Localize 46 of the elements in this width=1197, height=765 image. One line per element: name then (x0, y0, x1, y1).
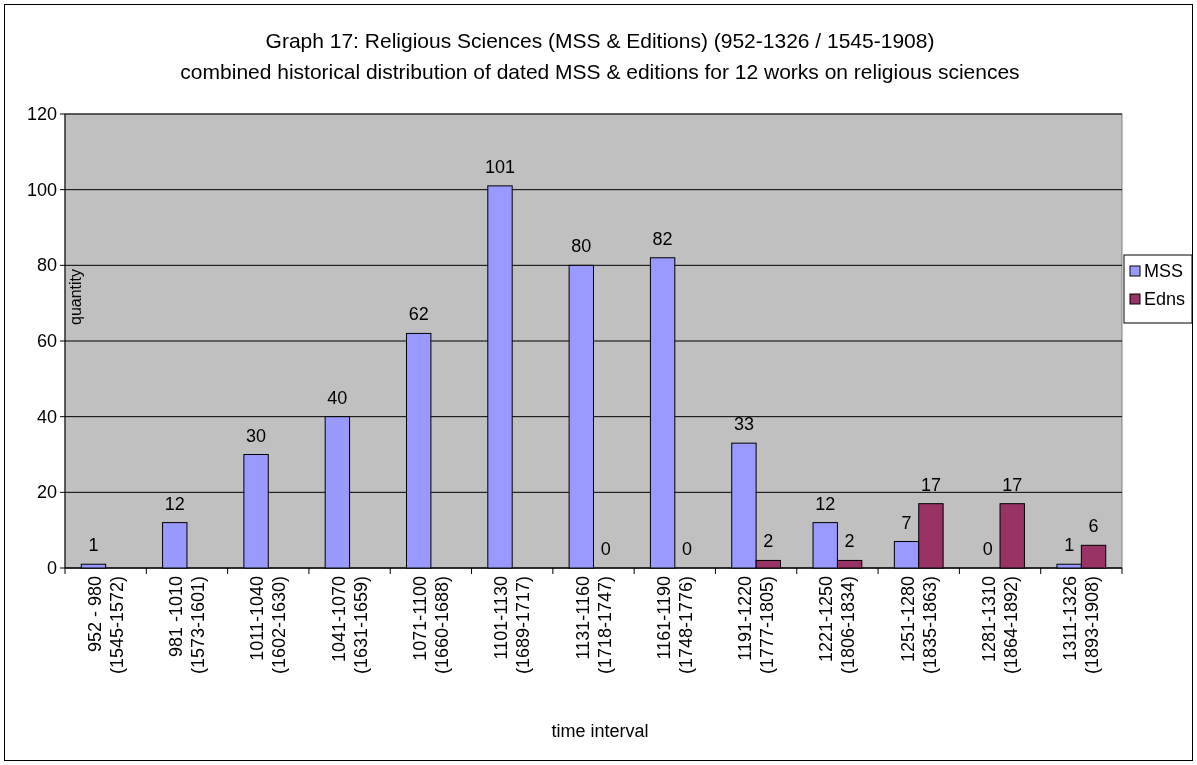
x-tick-label: 952 - 980 (1545-1572) (84, 576, 127, 675)
data-label: 7 (901, 512, 912, 533)
x-tick-label: 981 -1010 (1573-1601) (165, 576, 208, 675)
data-label: 0 (982, 539, 993, 559)
data-label: 2 (763, 531, 774, 552)
data-label: 17 (1002, 474, 1023, 495)
data-label: 80 (571, 236, 592, 257)
chart-subtitle: combined historical distribution of dated MSS & editions for 12 works on religious sciences (180, 60, 1020, 83)
chart-title: Graph 17: Religious Sciences (MSS & Editions) (952-1326 / 1545-1908) (265, 29, 935, 52)
y-tick-label: 40 (36, 406, 57, 427)
data-label: 12 (164, 493, 185, 514)
x-tick-label: 1131-1160 (1718-1747) (572, 576, 615, 675)
data-label: 62 (408, 304, 429, 325)
data-label: 2 (844, 531, 855, 552)
data-label: 0 (682, 539, 693, 559)
x-tick-label: 1161-1190 (1748-1776) (653, 576, 696, 675)
y-tick-label: 60 (36, 331, 57, 351)
data-label: 12 (815, 493, 836, 514)
data-label: 1 (88, 535, 99, 556)
data-label: 33 (733, 414, 754, 435)
x-tick-label: 1041-1070 (1631-1659) (328, 576, 371, 675)
legend-label: MSS (1144, 261, 1184, 281)
x-tick-label: 1311-1326 (1893-1908) (1060, 576, 1103, 675)
data-label: 1 (1064, 535, 1075, 556)
data-label: 82 (652, 228, 673, 249)
x-tick-label: 1221-1250 (1806-1834) (816, 576, 859, 675)
data-label: 17 (920, 474, 941, 495)
y-tick-label: 80 (36, 255, 57, 276)
x-axis-title: time interval (551, 721, 649, 741)
data-label: 6 (1088, 516, 1099, 537)
x-tick-label: 1191-1220 (1777-1805) (735, 576, 778, 675)
data-label: 30 (246, 425, 267, 446)
y-tick-label: 100 (26, 179, 57, 200)
data-label: 40 (327, 387, 348, 408)
x-tick-label: 1281-1310 (1864-1892) (979, 576, 1022, 675)
y-tick-label: 0 (46, 558, 57, 578)
x-tick-label: 1071-1100 (1660-1688) (409, 576, 452, 675)
y-tick-label: 20 (36, 482, 57, 503)
x-tick-label: 1011-1040 (1602-1630) (247, 576, 290, 675)
data-label: 101 (484, 156, 516, 177)
y-axis-title: quantity (67, 268, 84, 326)
data-label: 0 (600, 539, 611, 559)
y-tick-label: 120 (26, 104, 57, 124)
x-tick-label: 1101-1130 (1689-1717) (491, 576, 534, 675)
x-tick-label: 1251-1280 (1835-1863) (897, 576, 940, 675)
legend-label: Edns (1144, 289, 1186, 309)
